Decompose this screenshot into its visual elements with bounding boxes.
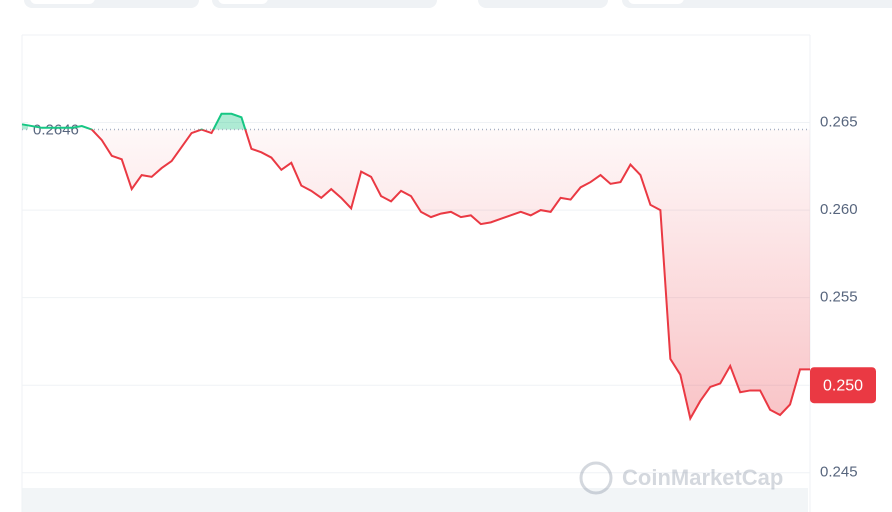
watermark-group: CoinMarketCap: [579, 461, 783, 495]
watermark-logo: [579, 461, 613, 495]
price-line-down: [88, 129, 810, 422]
tab[interactable]: [212, 0, 437, 8]
baseline-label-bg: [28, 118, 92, 141]
watermark: CoinMarketCap: [622, 465, 783, 490]
volume-strip: [22, 488, 808, 512]
tab-active[interactable]: [30, 0, 95, 4]
y-tick-label: 0.260: [820, 201, 858, 218]
current-price-label: 0.250: [823, 377, 863, 394]
y-tick-label: 0.265: [820, 114, 858, 131]
tab[interactable]: [478, 0, 608, 8]
baseline-label: 0.2646: [33, 122, 79, 139]
y-tick-label: 0.255: [820, 289, 858, 306]
area-below: [22, 129, 810, 419]
current-price-tag: [810, 367, 876, 404]
tab-active[interactable]: [218, 0, 268, 4]
y-tick-label: 0.245: [820, 464, 858, 481]
tab-active[interactable]: [628, 0, 684, 4]
tab[interactable]: [622, 0, 892, 8]
